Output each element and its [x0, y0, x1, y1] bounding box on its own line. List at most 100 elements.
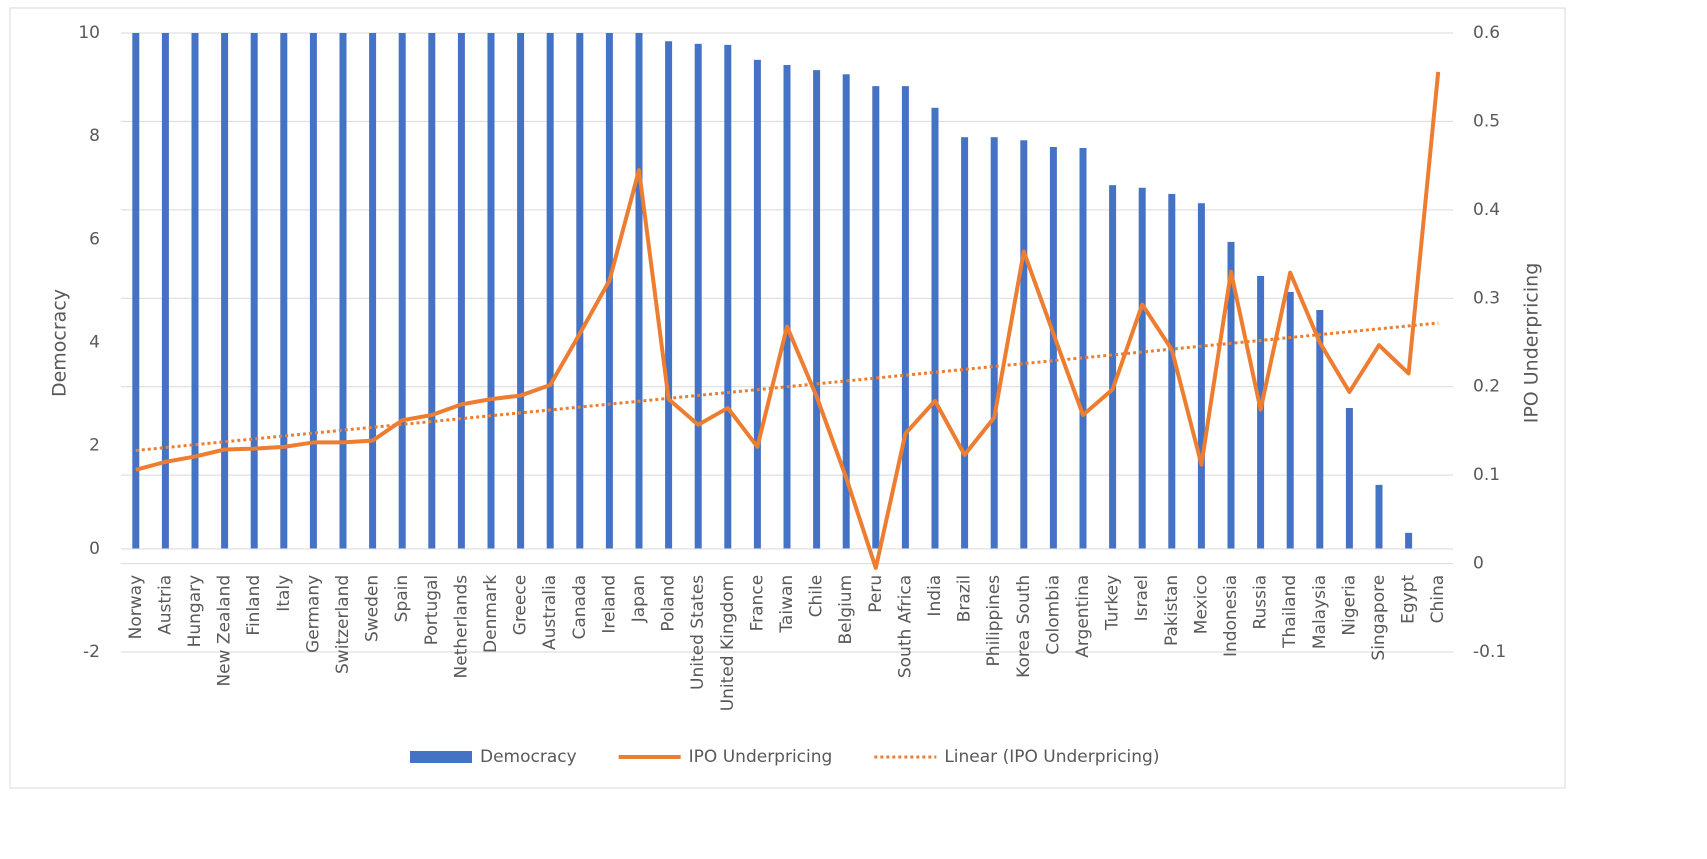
x-tick-label: Germany: [303, 575, 323, 653]
bar: [132, 33, 140, 549]
bar: [576, 33, 584, 549]
bar: [842, 74, 850, 549]
x-tick-label: Egypt: [1399, 575, 1419, 624]
x-tick-label: Korea South: [1014, 575, 1034, 678]
bar: [961, 137, 969, 549]
y-tick-label: 2: [89, 436, 100, 456]
bar: [1168, 193, 1176, 549]
x-tick-label: Italy: [274, 575, 294, 612]
y-tick-label: -2: [83, 642, 100, 662]
bar: [1316, 310, 1324, 549]
x-tick-label: Israel: [1132, 575, 1152, 621]
x-tick-label: Poland: [659, 575, 679, 632]
bar: [783, 64, 791, 549]
x-tick-label: France: [747, 575, 767, 632]
x-tick-label: Indonesia: [1221, 575, 1241, 657]
bar: [221, 33, 229, 549]
x-tick-label: Ireland: [599, 575, 619, 634]
bar: [1405, 532, 1413, 549]
y-tick-label: 10: [78, 23, 100, 43]
y-tick-label: 6: [89, 229, 100, 249]
x-tick-label: Netherlands: [451, 575, 471, 679]
x-tick-label: Russia: [1251, 575, 1271, 630]
bar: [1079, 148, 1087, 549]
bar: [990, 137, 998, 549]
bar: [1345, 408, 1353, 549]
bar: [457, 33, 465, 549]
x-tick-label: Finland: [244, 575, 264, 636]
bar: [872, 86, 880, 549]
bar: [724, 44, 732, 549]
y-tick-label: 4: [89, 333, 100, 353]
bar: [1020, 140, 1028, 549]
x-tick-label: Denmark: [481, 575, 501, 653]
bar: [635, 33, 643, 549]
x-tick-label: Belgium: [836, 575, 856, 645]
legend-label: Linear (IPO Underpricing): [944, 747, 1159, 767]
bar: [517, 33, 525, 549]
x-tick-label: Malaysia: [1310, 575, 1330, 649]
bar: [901, 86, 909, 549]
bar: [369, 33, 377, 549]
bar: [191, 33, 199, 549]
bar: [339, 33, 347, 549]
bar: [1227, 241, 1235, 549]
x-tick-label: Philippines: [984, 575, 1004, 667]
x-tick-label: Pakistan: [1162, 575, 1182, 646]
bar: [1138, 187, 1146, 549]
bar: [428, 33, 436, 549]
x-tick-label: United States: [688, 575, 708, 690]
bar: [665, 41, 673, 549]
x-tick-label: Switzerland: [333, 575, 353, 674]
y2-tick-label: 0.6: [1473, 23, 1500, 43]
bar: [309, 33, 317, 549]
x-tick-label: Taiwan: [777, 575, 797, 634]
bar: [813, 70, 821, 549]
x-tick-label: Nigeria: [1339, 575, 1359, 636]
bar: [605, 33, 613, 549]
bar: [161, 33, 169, 549]
y-tick-label: 0: [89, 539, 100, 559]
legend-label: IPO Underpricing: [689, 747, 833, 767]
x-tick-label: Brazil: [955, 575, 975, 622]
legend-swatch: [410, 751, 472, 763]
bar: [1375, 484, 1383, 549]
x-tick-label: Spain: [392, 575, 412, 623]
x-tick-label: Canada: [570, 575, 590, 640]
bar: [753, 59, 761, 549]
x-tick-label: Portugal: [422, 575, 442, 645]
x-tick-label: Chile: [807, 575, 827, 618]
x-tick-label: Australia: [540, 575, 560, 650]
x-tick-label: China: [1428, 575, 1448, 624]
x-tick-label: Colombia: [1043, 575, 1063, 655]
x-tick-label: Argentina: [1073, 575, 1093, 658]
y-tick-label: 8: [89, 126, 100, 146]
x-tick-label: Norway: [126, 575, 146, 640]
y2-axis-label: IPO Underpricing: [1521, 263, 1543, 424]
x-tick-label: Sweden: [363, 575, 383, 642]
x-tick-label: Mexico: [1191, 575, 1211, 634]
y2-tick-label: 0.4: [1473, 200, 1500, 220]
y-axis-label: Democracy: [49, 289, 71, 397]
y2-tick-label: 0.2: [1473, 377, 1500, 397]
x-tick-label: Hungary: [185, 575, 205, 648]
trendline: [135, 321, 1439, 452]
x-tick-label: Thailand: [1280, 575, 1300, 649]
bar: [398, 33, 406, 549]
x-tick-label: Greece: [511, 575, 531, 636]
bar: [1197, 203, 1205, 549]
bar: [694, 43, 702, 549]
line-series: [135, 71, 1441, 570]
bar: [931, 107, 939, 549]
y2-tick-label: 0: [1473, 554, 1484, 574]
y2-tick-label: 0.3: [1473, 288, 1500, 308]
x-tick-label: South Africa: [895, 575, 915, 678]
x-tick-label: New Zealand: [215, 575, 235, 687]
y2-tick-label: 0.1: [1473, 465, 1500, 485]
bar: [250, 33, 258, 549]
x-tick-label: Singapore: [1369, 575, 1389, 661]
x-tick-label: United Kingdom: [718, 575, 738, 711]
bar: [487, 33, 495, 549]
